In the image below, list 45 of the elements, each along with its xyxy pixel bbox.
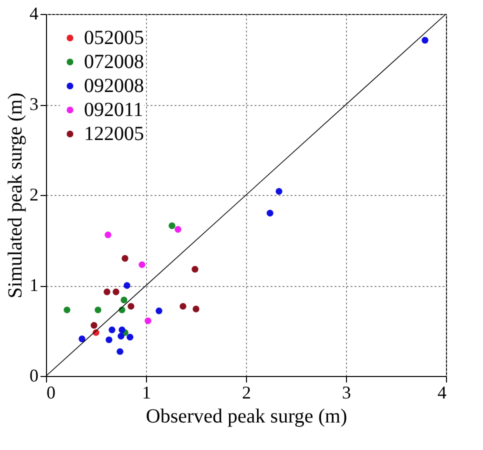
- point: [168, 222, 176, 230]
- point: [192, 266, 198, 273]
- point: [174, 226, 182, 233]
- legend-label: 072008: [84, 51, 144, 73]
- y-tick-label: 0: [30, 366, 38, 386]
- point: [180, 302, 186, 310]
- point: [120, 296, 128, 304]
- x-tick-label: 3: [342, 382, 351, 402]
- point: [156, 307, 162, 314]
- legend-label: 122005: [84, 123, 144, 145]
- point: [118, 326, 126, 334]
- y-tick-label: 2: [30, 184, 38, 204]
- legend-label: 092008: [84, 75, 144, 97]
- point: [104, 231, 112, 238]
- point: [124, 282, 130, 289]
- point: [422, 36, 428, 44]
- legend-label: 092011: [84, 99, 144, 121]
- point: [90, 322, 98, 329]
- point: [266, 210, 274, 216]
- point: [138, 261, 146, 268]
- point: [64, 306, 70, 314]
- point: [144, 317, 152, 324]
- point: [122, 255, 128, 262]
- point: [118, 332, 124, 340]
- y-tick-label: 3: [30, 94, 38, 114]
- point: [128, 302, 134, 310]
- point: [192, 306, 200, 312]
- point: [108, 326, 116, 334]
- x-tick-label: 2: [242, 382, 251, 402]
- x-tick-label: 1: [142, 382, 151, 402]
- x-tick-label: 0: [46, 382, 56, 402]
- point: [106, 336, 112, 344]
- legend-label: 052005: [84, 27, 144, 49]
- point: [116, 348, 124, 355]
- y-tick-label: 1: [30, 275, 38, 295]
- point: [126, 334, 134, 340]
- point: [112, 288, 120, 296]
- point: [276, 188, 282, 195]
- y-axis-title: Simulated peak surge (m): [4, 92, 26, 298]
- point: [94, 306, 102, 314]
- y-tick-label: 4: [30, 4, 38, 24]
- x-axis-title: Observed peak surge (m): [146, 406, 348, 428]
- x-tick-label: 4: [438, 382, 446, 402]
- point: [78, 336, 86, 342]
- point: [104, 288, 110, 296]
